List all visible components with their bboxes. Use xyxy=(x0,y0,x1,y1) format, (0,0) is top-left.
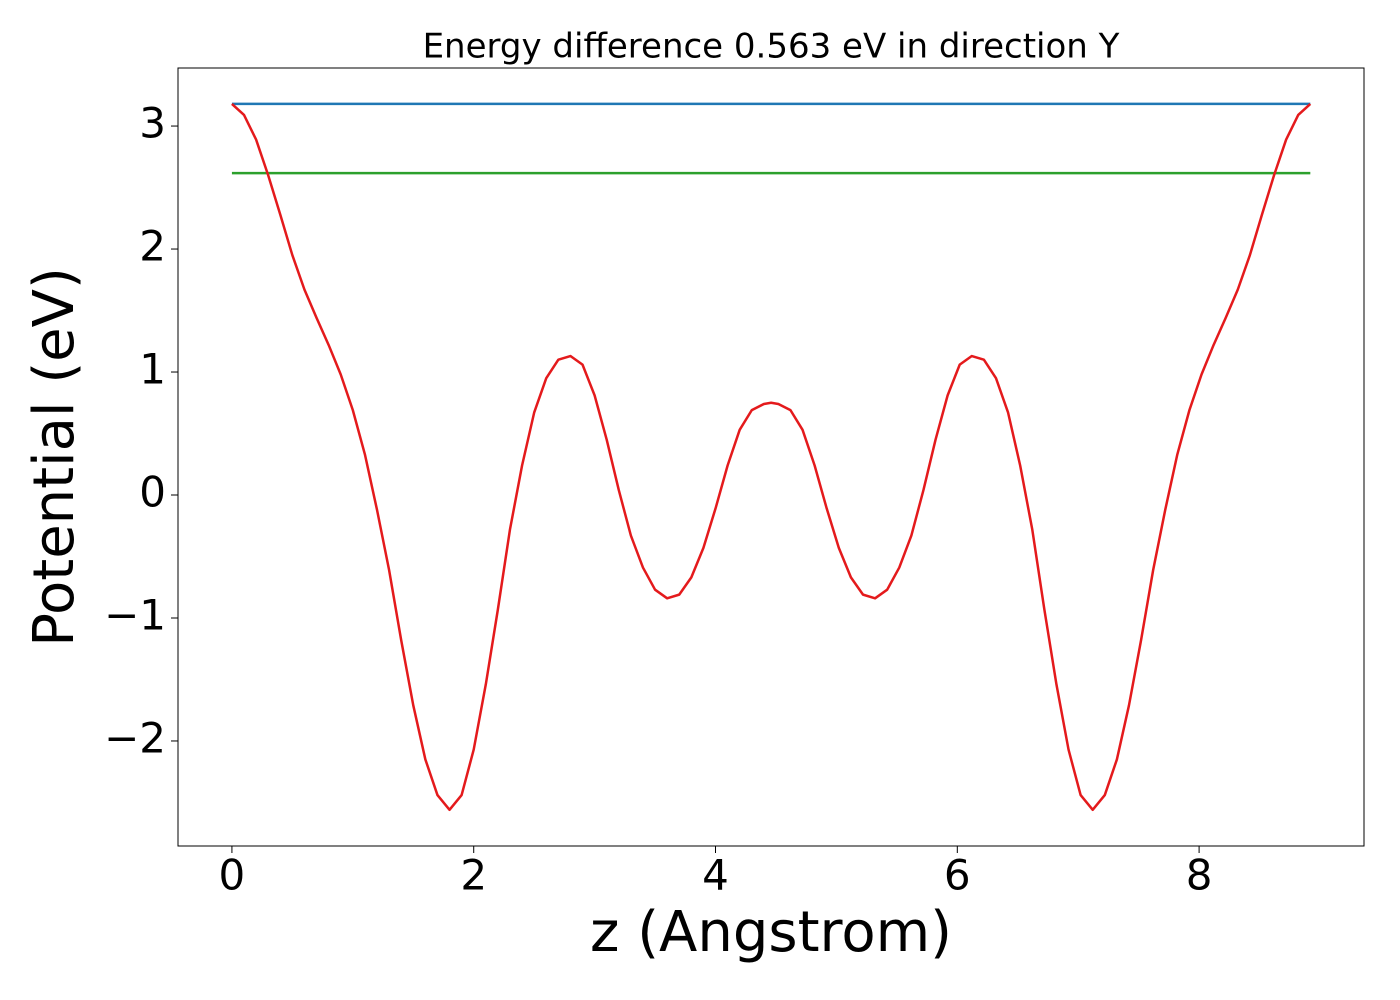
y-tick-label: 1 xyxy=(139,345,166,394)
y-axis-label: Potential (eV) xyxy=(22,267,87,647)
y-tick-label: 2 xyxy=(139,222,166,271)
x-tick-label: 0 xyxy=(219,851,246,900)
chart-title: Energy difference 0.563 eV in direction … xyxy=(423,27,1120,67)
x-tick-label: 2 xyxy=(460,851,487,900)
x-axis-label: z (Angstrom) xyxy=(590,900,952,965)
y-tick-label: −1 xyxy=(104,590,166,639)
y-tick-label: −2 xyxy=(104,713,166,762)
y-tick-label: 0 xyxy=(139,468,166,517)
x-tick-label: 4 xyxy=(702,851,729,900)
data-line xyxy=(231,102,1312,812)
x-tick-label: 8 xyxy=(1186,851,1213,900)
x-tick-label: 6 xyxy=(944,851,971,900)
y-tick-label: 3 xyxy=(139,99,166,148)
plot-frame xyxy=(177,67,1365,847)
